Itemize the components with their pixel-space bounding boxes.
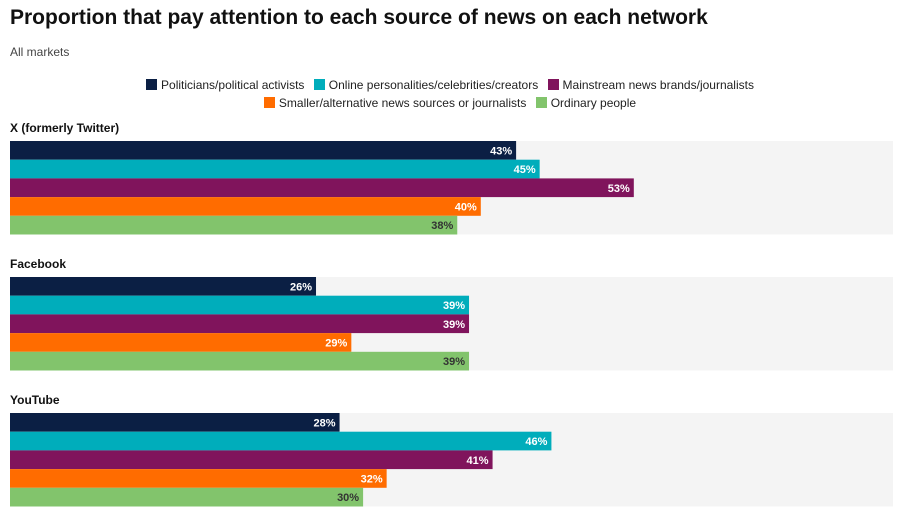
legend-swatch: [263, 97, 275, 108]
legend-item-politicians: Politicians/political activists: [146, 76, 304, 94]
chart-subtitle: All markets: [10, 45, 70, 59]
legend-swatch: [547, 79, 559, 90]
panel-label-x-formerly-twitter: X (formerly Twitter): [10, 121, 119, 135]
bar-youtube-2: [10, 450, 493, 470]
data-label: 43%: [490, 145, 512, 157]
bar-x-formerly-twitter-4: [10, 215, 458, 235]
data-label: 45%: [514, 164, 536, 176]
data-label: 46%: [525, 436, 547, 448]
data-label: 26%: [290, 281, 312, 293]
legend-label: Politicians/political activists: [161, 78, 305, 92]
legend-label: Mainstream news brands/journalists: [562, 78, 754, 92]
data-label: 38%: [431, 220, 453, 232]
data-label: 28%: [314, 417, 336, 429]
legend-label: Ordinary people: [550, 96, 637, 110]
data-label: 40%: [455, 201, 477, 213]
legend-item-smaller-alternative: Smaller/alternative news sources or jour…: [263, 94, 527, 112]
bar-facebook-3: [10, 333, 352, 352]
data-label: 29%: [325, 337, 347, 349]
bar-x-formerly-twitter-3: [10, 197, 481, 216]
legend-item-ordinary-people: Ordinary people: [535, 94, 637, 112]
legend: Politicians/political activists Online p…: [10, 76, 890, 112]
data-label: 39%: [443, 319, 465, 331]
bar-facebook-0: [10, 277, 317, 296]
data-label: 39%: [443, 300, 465, 312]
chart-title: Proportion that pay attention to each so…: [10, 6, 708, 29]
legend-label: Smaller/alternative news sources or jour…: [278, 96, 527, 110]
bar-youtube-3: [10, 469, 387, 488]
bar-youtube-4: [10, 487, 364, 507]
bar-facebook-4: [10, 351, 470, 371]
legend-item-mainstream-news: Mainstream news brands/journalists: [547, 76, 754, 94]
panel-label-youtube: YouTube: [10, 393, 60, 407]
data-label: 41%: [467, 455, 489, 467]
bar-youtube-0: [10, 413, 340, 432]
legend-label: Online personalities/celebrities/creator…: [328, 78, 539, 92]
legend-item-online-personalities: Online personalities/celebrities/creator…: [313, 76, 539, 94]
data-label: 53%: [608, 183, 630, 195]
bar-x-formerly-twitter-0: [10, 141, 517, 160]
data-label: 30%: [337, 492, 359, 504]
legend-swatch: [146, 79, 158, 90]
bar-facebook-2: [10, 314, 470, 334]
panel-label-facebook: Facebook: [10, 257, 66, 271]
bar-youtube-1: [10, 431, 552, 451]
data-label: 32%: [361, 473, 383, 485]
legend-swatch: [535, 97, 547, 108]
bar-x-formerly-twitter-1: [10, 159, 540, 179]
legend-swatch: [313, 79, 325, 90]
bar-facebook-1: [10, 295, 470, 315]
bar-x-formerly-twitter-2: [10, 178, 634, 198]
data-label: 39%: [443, 356, 465, 368]
